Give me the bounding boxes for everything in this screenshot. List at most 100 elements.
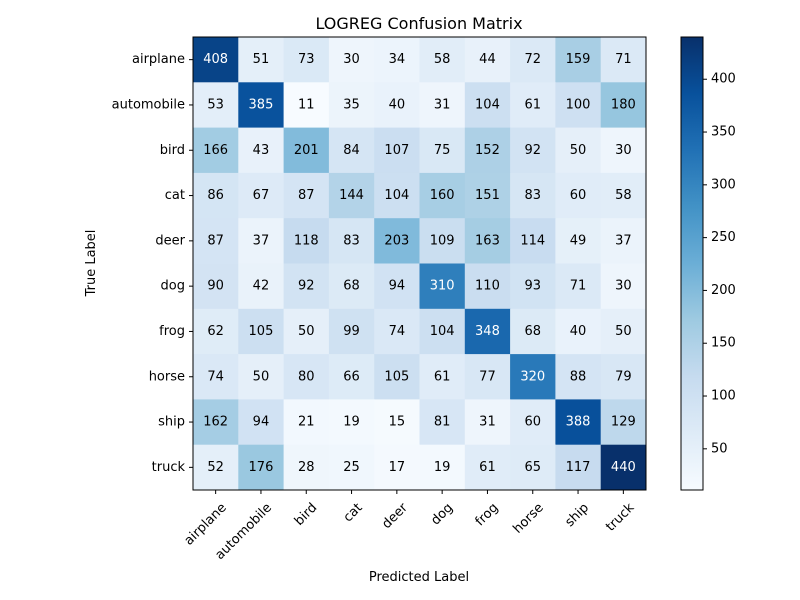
y-tick-label: deer: [155, 233, 185, 248]
heatmap-cell: [283, 444, 330, 491]
heatmap-cell: [328, 218, 375, 264]
cell-value-label: 166: [203, 143, 228, 158]
cell-value-label: 114: [520, 233, 545, 248]
heatmap-cell: [283, 308, 330, 355]
heatmap-cell: [193, 444, 239, 491]
heatmap-cell: [600, 82, 647, 129]
heatmap-cell: [328, 354, 375, 400]
heatmap-cell: [238, 399, 285, 446]
cell-value-label: 79: [615, 369, 632, 384]
heatmap-cell: [555, 308, 602, 355]
heatmap-cell: [193, 399, 239, 446]
heatmap-cell: [510, 37, 556, 83]
heatmap-cell: [464, 263, 511, 310]
heatmap-cell: [464, 218, 511, 264]
y-tick-label: ship: [158, 415, 185, 430]
cell-value-label: 25: [343, 460, 360, 475]
cell-value-label: 19: [343, 415, 360, 430]
heatmap-cell: [464, 172, 511, 219]
cell-value-label: 159: [566, 52, 591, 67]
heatmap-cell: [193, 218, 239, 264]
heatmap-cell: [464, 399, 511, 446]
cell-value-label: 160: [430, 188, 455, 203]
cell-value-label: 19: [434, 460, 451, 475]
x-tick-label: horse: [511, 500, 547, 536]
heatmap-cell: [510, 263, 556, 310]
cell-value-label: 99: [343, 324, 360, 339]
heatmap-cell: [328, 172, 375, 219]
heatmap-cell: [419, 399, 466, 446]
heatmap-cell: [238, 444, 285, 491]
colorbar-tick-label: 100: [711, 389, 736, 404]
heatmap-cell: [419, 127, 466, 174]
x-axis-label: Predicted Label: [369, 570, 469, 585]
heatmap-cell: [238, 82, 285, 129]
colorbar-tick-label: 350: [711, 125, 736, 140]
heatmap-cell: [374, 444, 420, 491]
heatmap-cell: [283, 399, 330, 446]
cell-value-label: 53: [207, 97, 224, 112]
cell-value-label: 50: [615, 324, 632, 339]
heatmap-cell: [283, 127, 330, 174]
heatmap-cell: [193, 354, 239, 400]
cell-value-label: 92: [298, 279, 315, 294]
cell-value-label: 144: [339, 188, 364, 203]
cell-value-label: 77: [479, 369, 496, 384]
heatmap-cell: [328, 37, 375, 83]
heatmap-cell: [283, 218, 330, 264]
cell-value-label: 31: [479, 415, 496, 430]
colorbar-tick-label: 50: [711, 441, 728, 456]
heatmap-cell: [510, 127, 556, 174]
cell-value-label: 151: [475, 188, 500, 203]
cell-value-label: 61: [524, 97, 541, 112]
x-tick-label: frog: [473, 500, 502, 529]
x-tick-label: ship: [562, 500, 592, 530]
heatmap-cell: [193, 127, 239, 174]
heatmap-cell: [374, 263, 420, 310]
heatmap-cell: [464, 127, 511, 174]
cell-value-label: 49: [570, 233, 587, 248]
cell-value-label: 94: [389, 279, 406, 294]
cell-value-label: 83: [343, 233, 360, 248]
colorbar-tick-label: 300: [711, 177, 736, 192]
cell-value-label: 320: [520, 369, 545, 384]
heatmap-cell: [555, 354, 602, 400]
colorbar: [680, 36, 704, 491]
cell-value-label: 93: [524, 279, 541, 294]
x-tick-label: truck: [603, 500, 638, 535]
cell-value-label: 61: [479, 460, 496, 475]
cell-value-label: 86: [207, 188, 224, 203]
heatmap-cell: [238, 172, 285, 219]
cell-value-label: 35: [343, 97, 360, 112]
heatmap-cell: [600, 308, 647, 355]
heatmap-cell-labels: 408 51 73 30 34 58 44 72 159 71 53 385 11 35 40 31 104 61…: [203, 52, 636, 475]
cell-value-label: 88: [570, 369, 587, 384]
cell-value-label: 94: [253, 415, 270, 430]
colorbar-tick-label: 250: [711, 230, 736, 245]
heatmap-cell: [238, 218, 285, 264]
x-tick-label: cat: [341, 500, 366, 525]
heatmap-cell: [374, 308, 420, 355]
heatmap-cell: [600, 172, 647, 219]
y-axis: airplane automobile bird cat deer dog frog hors…: [112, 52, 193, 475]
cell-value-label: 129: [611, 415, 636, 430]
heatmap-cell: [283, 354, 330, 400]
x-tick-label: deer: [379, 500, 411, 532]
cell-value-label: 40: [570, 324, 587, 339]
heatmap-cell: [193, 308, 239, 355]
heatmap-cell: [555, 172, 602, 219]
cell-value-label: 50: [253, 369, 270, 384]
cell-value-label: 40: [389, 97, 406, 112]
cell-value-label: 105: [249, 324, 274, 339]
cell-value-label: 21: [298, 415, 315, 430]
cell-value-label: 58: [615, 188, 632, 203]
heatmap-cell: [555, 263, 602, 310]
colorbar-tick-label: 400: [711, 72, 736, 87]
cell-value-label: 201: [294, 143, 319, 158]
cell-value-label: 68: [343, 279, 360, 294]
cell-value-label: 81: [434, 415, 451, 430]
cell-value-label: 67: [253, 188, 270, 203]
heatmap-cell: [419, 263, 466, 310]
cell-value-label: 62: [207, 324, 224, 339]
heatmap-cell: [238, 127, 285, 174]
